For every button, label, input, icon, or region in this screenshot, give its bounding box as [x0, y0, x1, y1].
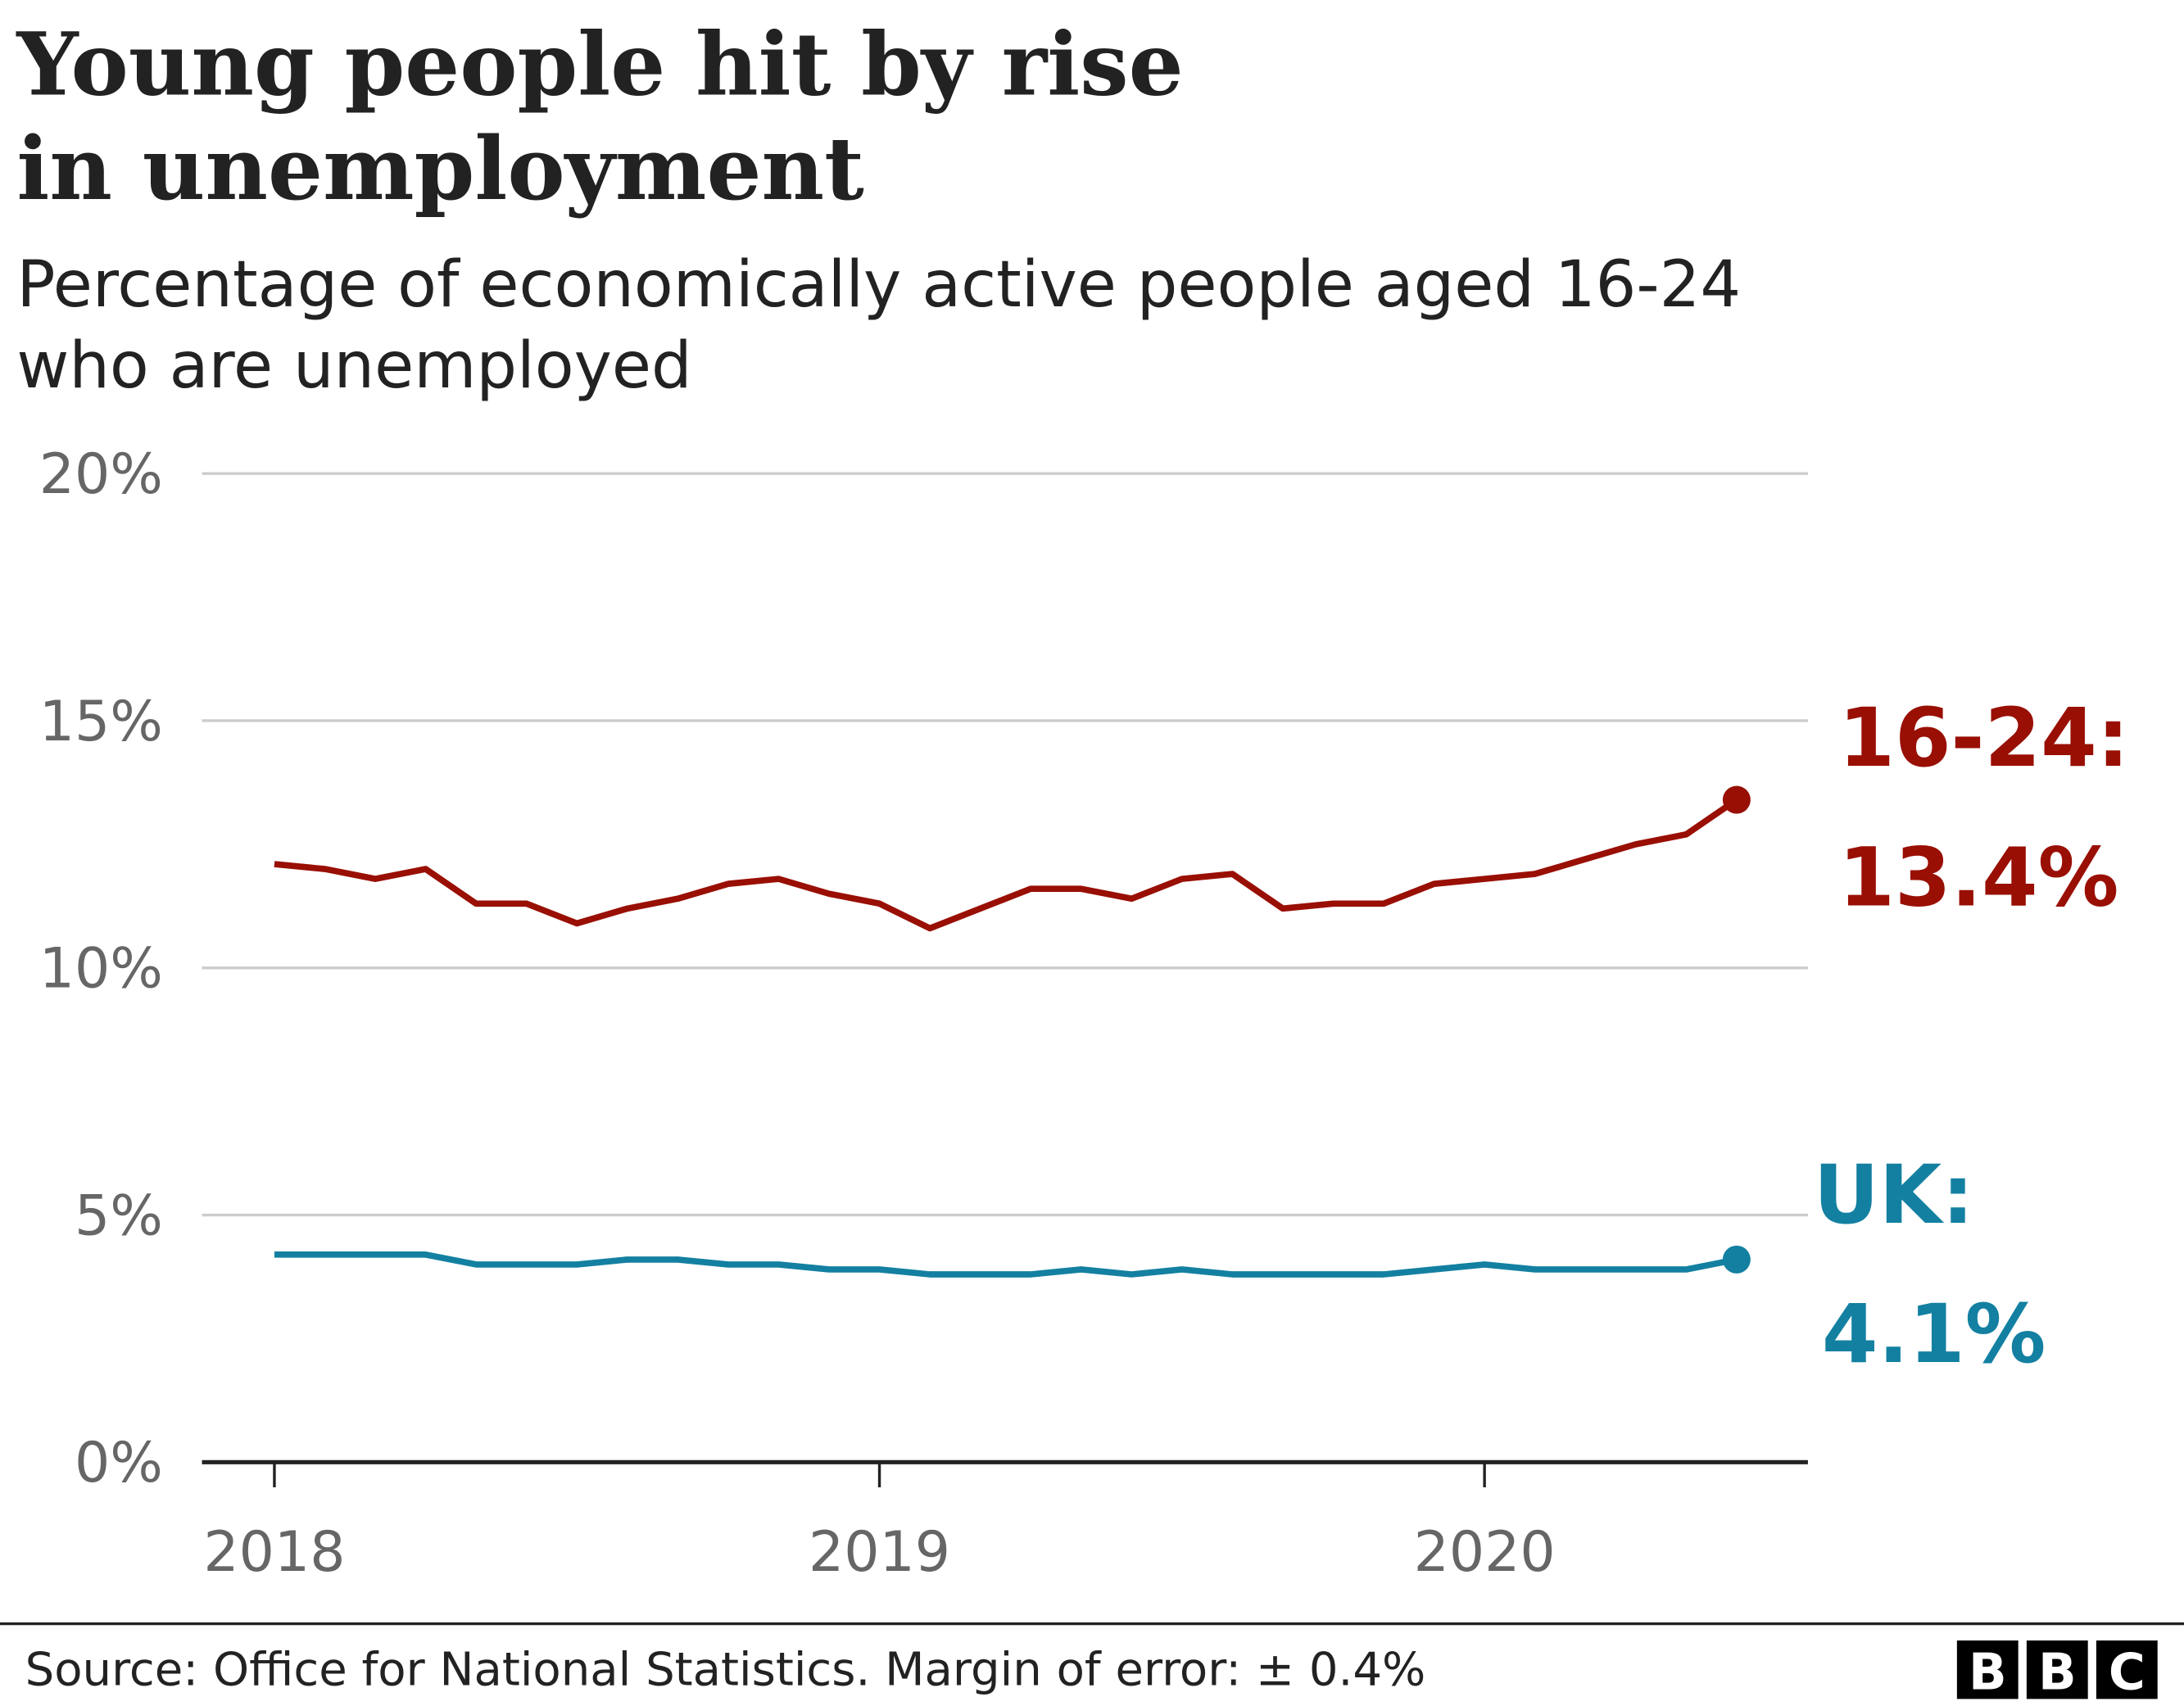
svg-text:B: B — [2038, 1644, 2077, 1702]
y-tick-label: 0% — [75, 1431, 163, 1496]
y-tick-label: 15% — [39, 690, 163, 754]
logo-block — [2096, 1640, 2158, 1699]
chart-title-line-2: in unemployment — [16, 118, 864, 219]
x-axis-ticks: 2018 2019 2020 — [203, 1462, 1556, 1585]
series-end-point-uk — [1722, 1245, 1751, 1274]
chart-title-line-1: Young people hit by rise — [16, 14, 1183, 115]
series-label-16-24: 16-24: — [1838, 691, 2129, 785]
chart-subtitle-line-1: Percentage of economically active people… — [16, 247, 1741, 322]
y-tick-label: 20% — [39, 442, 163, 507]
series-value-16-24: 13.4% — [1838, 830, 2118, 925]
chart-subtitle-line-2: who are unemployed — [16, 328, 691, 403]
svg-text:C: C — [2109, 1644, 2145, 1702]
gridlines — [202, 472, 1808, 1464]
source-note: Source: Office for National Statistics. … — [25, 1643, 1426, 1696]
series-lines — [274, 785, 1751, 1278]
logo-block — [2026, 1640, 2088, 1699]
y-tick-label: 5% — [75, 1183, 163, 1248]
x-tick-label: 2020 — [1414, 1520, 1556, 1585]
series-value-uk: 4.1% — [1822, 1287, 2046, 1382]
series-line-uk — [274, 1251, 1738, 1278]
series-line-16-24 — [274, 797, 1739, 932]
series-label-uk: UK: — [1814, 1148, 1974, 1242]
svg-text:B: B — [1969, 1644, 2007, 1702]
y-axis-ticks: 0% 5% 10% 15% 20% — [39, 442, 163, 1496]
logo-block — [1956, 1640, 2019, 1699]
series-end-point-16-24 — [1722, 785, 1751, 814]
y-tick-label: 10% — [39, 937, 163, 1002]
x-tick-label: 2018 — [203, 1520, 345, 1585]
x-tick-label: 2019 — [809, 1520, 950, 1585]
